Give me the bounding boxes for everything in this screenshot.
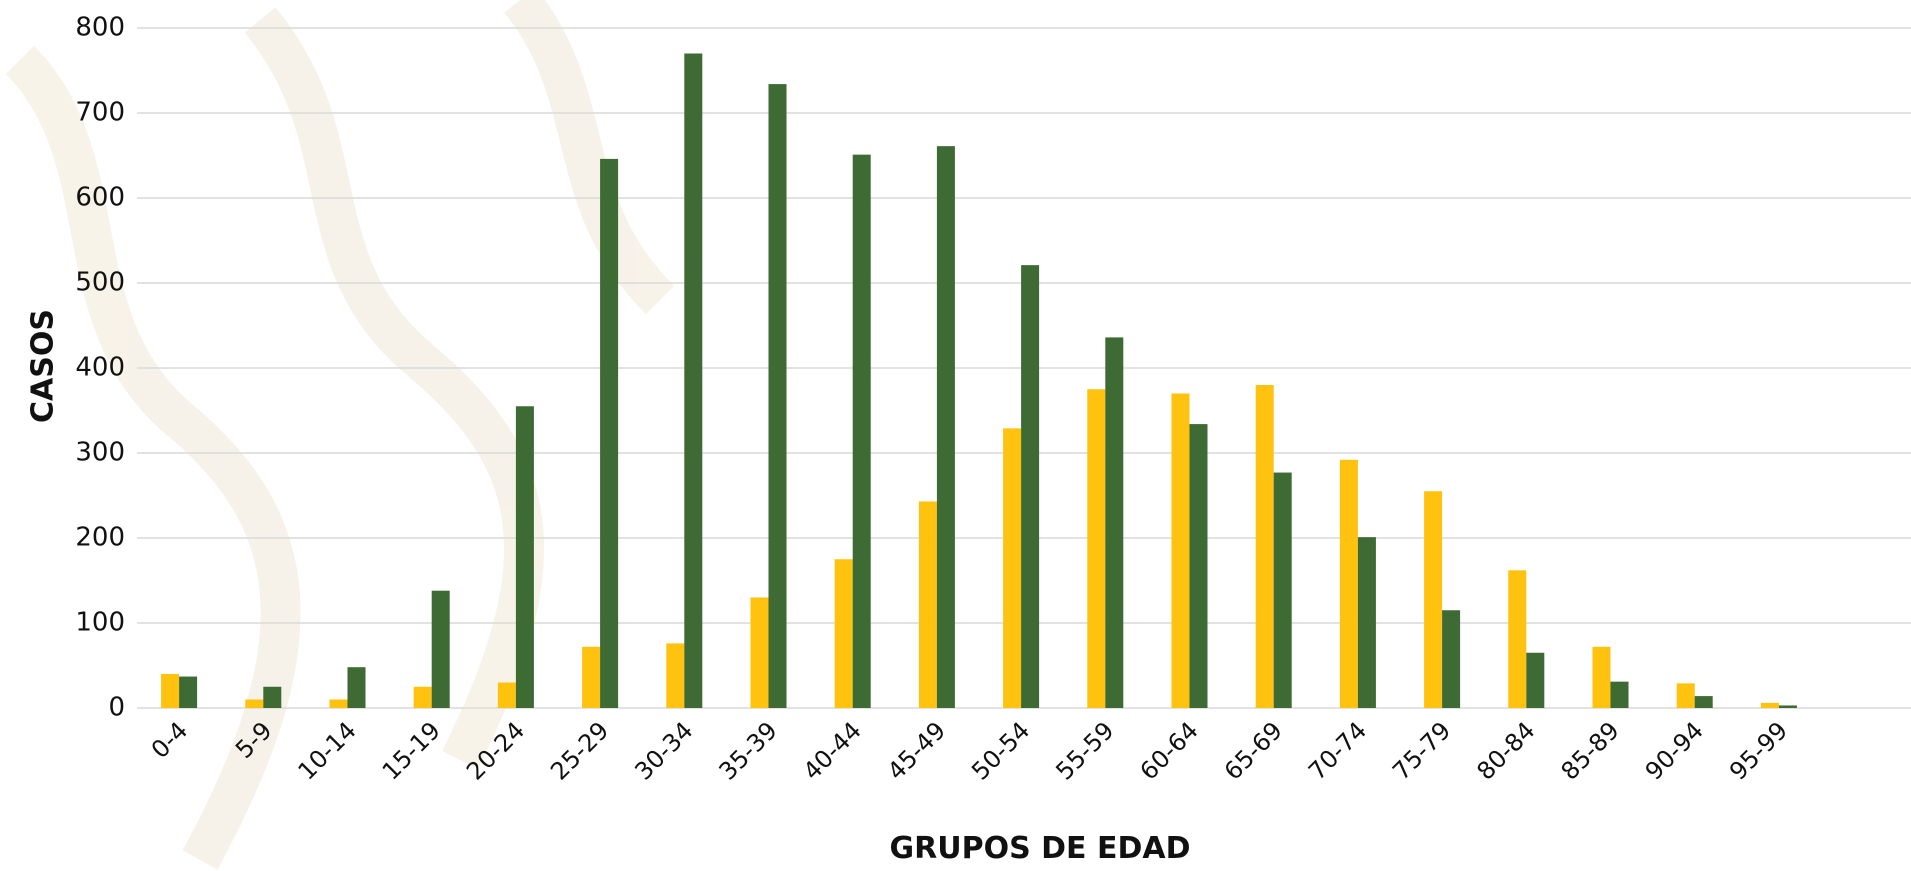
bar [1508,570,1527,708]
x-tick-label: 35-39 [714,716,783,785]
x-tick-label: 90-94 [1640,716,1709,785]
y-tick-label: 0 [108,693,125,723]
watermark-curve [5,45,301,870]
x-tick-label: 40-44 [798,716,867,785]
bar [1021,265,1040,708]
bar [768,84,787,709]
bar [1778,705,1797,708]
bar [600,158,619,708]
bar [161,674,180,708]
bar [684,53,703,708]
bar [1610,681,1629,708]
y-tick-label: 100 [75,608,125,638]
x-tick-label: 60-64 [1135,716,1204,785]
x-tick-label: 95-99 [1724,716,1793,785]
x-tick-label: 85-89 [1556,716,1625,785]
bar [936,146,955,708]
bar [918,501,937,708]
bar [1087,389,1106,708]
watermark-curve [244,7,544,769]
bar [1273,472,1292,708]
bar [1357,537,1376,708]
y-tick-label: 800 [75,13,125,43]
bar [1171,393,1190,708]
bar [1676,683,1695,708]
bar [1592,646,1611,708]
bar [329,699,348,708]
bar [1694,696,1713,708]
bar [1003,428,1022,708]
bar [582,646,601,708]
x-tick-label: 75-79 [1387,716,1456,785]
bar [347,667,366,708]
x-tick-label: 45-49 [882,716,951,785]
bar [1189,424,1208,708]
bar [1442,610,1461,708]
bar [834,559,853,708]
bar [497,682,516,708]
x-axis-title: GRUPOS DE EDAD [890,831,1191,866]
bar [515,406,534,708]
x-tick-label: 10-14 [293,716,362,785]
y-tick-label: 300 [75,438,125,468]
bar [431,590,450,708]
y-tick-label: 200 [75,523,125,553]
x-tick-label: 80-84 [1471,716,1540,785]
bar [1255,385,1274,708]
bar [750,597,769,708]
x-tick-label: 30-34 [629,716,698,785]
bar [1424,491,1443,708]
x-tick-label: 0-4 [146,716,194,764]
bar [852,154,871,708]
x-tick-label: 70-74 [1303,716,1372,785]
y-tick-label: 400 [75,353,125,383]
bar [245,699,264,708]
bar [1105,337,1124,708]
x-tick-label: 15-19 [377,716,446,785]
bar [263,686,282,708]
x-tick-label: 50-54 [966,716,1035,785]
watermark-curve [504,0,675,315]
x-tick-label: 55-59 [1050,716,1119,785]
bar [666,643,685,708]
y-axis-title: CASOS [26,309,61,423]
x-tick-label: 25-29 [545,716,614,785]
x-tick-label: 65-69 [1219,716,1288,785]
y-tick-label: 600 [75,183,125,213]
bar [413,686,432,708]
bar [1760,702,1779,708]
bar [1339,459,1358,708]
y-tick-label: 700 [75,98,125,128]
bar [1526,652,1545,708]
bar [179,676,198,708]
y-tick-label: 500 [75,268,125,298]
